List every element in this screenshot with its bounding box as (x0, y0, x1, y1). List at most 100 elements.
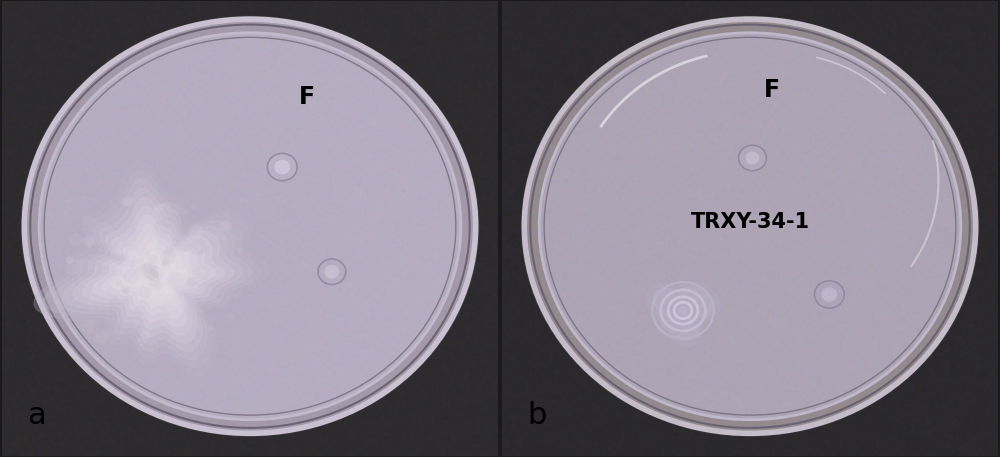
Circle shape (678, 306, 688, 315)
Circle shape (80, 263, 85, 267)
Circle shape (148, 267, 164, 282)
Polygon shape (647, 281, 721, 347)
Circle shape (96, 264, 110, 276)
Circle shape (122, 287, 129, 293)
Polygon shape (147, 266, 164, 281)
Circle shape (146, 266, 163, 281)
Circle shape (148, 254, 158, 264)
Circle shape (163, 201, 171, 208)
Text: TRXY-34-1: TRXY-34-1 (690, 212, 810, 232)
Polygon shape (73, 197, 233, 343)
Circle shape (136, 335, 140, 339)
Circle shape (131, 274, 134, 277)
Circle shape (124, 272, 135, 282)
Polygon shape (63, 188, 242, 351)
Circle shape (150, 269, 157, 275)
Circle shape (162, 259, 169, 266)
Circle shape (39, 33, 461, 420)
Polygon shape (140, 260, 171, 287)
Circle shape (178, 296, 181, 299)
Circle shape (82, 235, 96, 248)
Polygon shape (653, 287, 713, 340)
Polygon shape (112, 234, 197, 311)
Circle shape (184, 210, 188, 214)
Circle shape (172, 344, 180, 352)
Circle shape (147, 268, 163, 282)
Circle shape (164, 293, 175, 304)
Circle shape (188, 324, 196, 332)
Circle shape (539, 33, 961, 420)
Circle shape (148, 265, 156, 272)
Polygon shape (102, 224, 206, 319)
Circle shape (83, 259, 95, 271)
Circle shape (101, 224, 106, 228)
Circle shape (132, 268, 149, 283)
Circle shape (140, 277, 153, 289)
Circle shape (153, 270, 159, 276)
Circle shape (184, 303, 202, 319)
Circle shape (139, 263, 154, 277)
Circle shape (83, 215, 97, 227)
Polygon shape (122, 243, 188, 303)
Text: a: a (27, 401, 46, 430)
Circle shape (85, 320, 93, 328)
Circle shape (190, 203, 197, 209)
Circle shape (66, 256, 74, 264)
Circle shape (154, 203, 172, 219)
Circle shape (120, 284, 130, 293)
Circle shape (116, 281, 122, 287)
Circle shape (176, 283, 191, 297)
Circle shape (160, 303, 174, 316)
Circle shape (212, 242, 217, 247)
Circle shape (191, 281, 196, 286)
Circle shape (144, 202, 148, 206)
Polygon shape (44, 170, 261, 367)
Circle shape (172, 230, 177, 235)
Circle shape (108, 296, 121, 308)
Circle shape (189, 224, 204, 239)
Circle shape (160, 313, 165, 318)
Circle shape (267, 154, 297, 181)
Circle shape (522, 17, 978, 436)
Circle shape (225, 313, 234, 321)
Circle shape (131, 258, 146, 272)
Polygon shape (92, 215, 215, 327)
Circle shape (120, 254, 127, 260)
Circle shape (69, 233, 84, 246)
Circle shape (152, 222, 169, 238)
Circle shape (164, 299, 172, 307)
Circle shape (139, 248, 151, 259)
Circle shape (163, 245, 170, 252)
Text: F: F (764, 78, 780, 101)
Circle shape (94, 331, 108, 344)
Circle shape (105, 287, 115, 296)
Circle shape (167, 272, 184, 287)
Circle shape (739, 145, 766, 171)
Circle shape (181, 227, 192, 237)
Circle shape (193, 298, 199, 304)
Circle shape (83, 227, 89, 233)
Text: b: b (527, 401, 546, 430)
Circle shape (137, 338, 145, 345)
Circle shape (189, 240, 206, 256)
Circle shape (103, 266, 108, 270)
Circle shape (178, 315, 187, 323)
Circle shape (77, 259, 83, 265)
Circle shape (153, 203, 164, 213)
Circle shape (153, 272, 159, 278)
Circle shape (185, 239, 194, 247)
Circle shape (112, 271, 118, 277)
Circle shape (149, 281, 161, 292)
Circle shape (162, 246, 175, 258)
Circle shape (274, 160, 290, 174)
Circle shape (192, 266, 207, 279)
Circle shape (161, 272, 175, 285)
Circle shape (183, 244, 191, 251)
Circle shape (65, 259, 83, 276)
Circle shape (209, 326, 214, 330)
Circle shape (160, 262, 166, 268)
Circle shape (143, 262, 157, 275)
Circle shape (87, 240, 98, 250)
Circle shape (209, 211, 219, 220)
Circle shape (84, 236, 96, 247)
